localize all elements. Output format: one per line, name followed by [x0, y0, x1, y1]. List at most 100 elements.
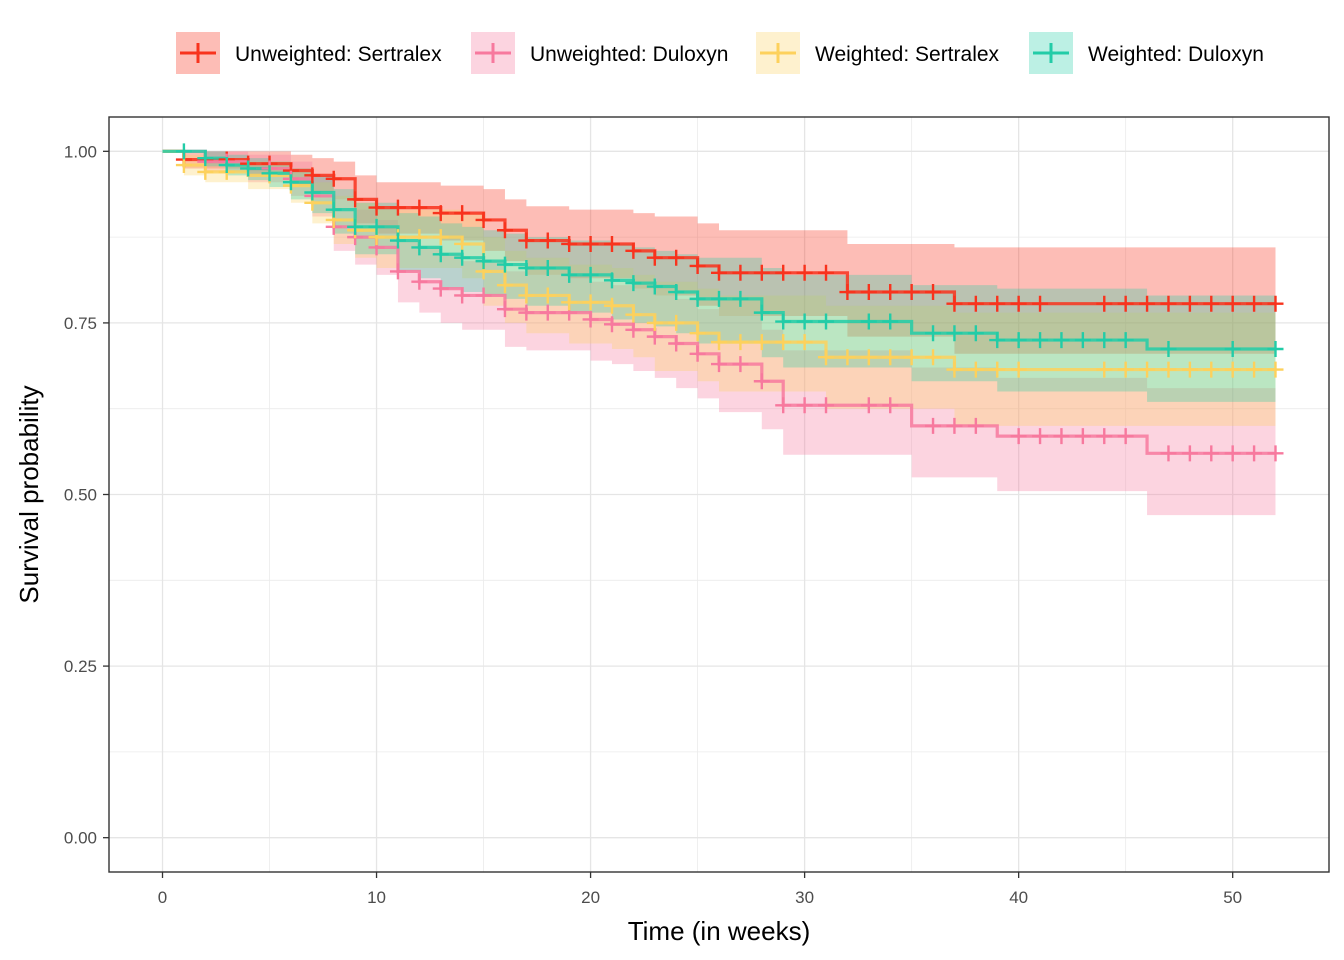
legend-key-symbol: [475, 43, 511, 63]
censor-mark: [1010, 428, 1027, 445]
censor-mark: [347, 218, 364, 235]
censor-mark: [946, 417, 963, 434]
censor-mark: [432, 280, 449, 297]
censor-mark: [882, 284, 899, 301]
censor-mark: [197, 150, 214, 167]
censor-mark: [1224, 361, 1241, 378]
censor-mark: [1117, 428, 1134, 445]
censor-mark: [732, 334, 749, 351]
censor-mark: [625, 242, 642, 259]
censor-mark: [839, 349, 856, 366]
censor-mark: [582, 266, 599, 283]
censor-mark: [646, 328, 663, 345]
censor-mark: [518, 287, 535, 304]
censor-mark: [753, 334, 770, 351]
censor-mark: [753, 373, 770, 390]
censor-mark: [368, 218, 385, 235]
x-tick-label: 20: [581, 888, 600, 907]
censor-mark: [796, 264, 813, 281]
censor-mark: [1203, 445, 1220, 462]
legend-key-symbol: [180, 43, 216, 63]
censor-mark: [1032, 295, 1049, 312]
x-tick-label: 50: [1223, 888, 1242, 907]
legend-label: Weighted: Sertralex: [815, 43, 1000, 66]
censor-mark: [411, 239, 428, 256]
censor-mark: [454, 205, 471, 222]
censor-mark: [1032, 332, 1049, 349]
censor-mark: [860, 397, 877, 414]
censor-mark: [518, 260, 535, 276]
censor-mark: [1246, 445, 1263, 462]
censor-mark: [689, 325, 706, 342]
censor-mark: [967, 325, 984, 342]
censor-mark: [1181, 295, 1198, 312]
censor-mark: [818, 264, 835, 281]
censor-mark: [304, 167, 321, 184]
censor-mark: [711, 290, 727, 307]
censor-mark: [304, 184, 321, 201]
censor-mark: [625, 275, 642, 292]
censor-mark: [1117, 295, 1134, 312]
censor-mark: [796, 334, 813, 351]
censor-mark: [796, 313, 813, 330]
censor-mark: [1160, 340, 1177, 357]
censor-mark: [411, 199, 428, 216]
censor-mark: [1096, 361, 1113, 378]
censor-mark: [668, 314, 685, 331]
censor-mark: [411, 273, 428, 290]
censor-mark: [1203, 295, 1220, 312]
x-tick-label: 10: [367, 888, 386, 907]
x-axis-title: Time (in weeks): [628, 916, 811, 946]
censor-mark: [689, 257, 706, 274]
legend-label: Unweighted: Duloxyn: [530, 43, 728, 66]
legend-key-symbol: [760, 43, 796, 63]
censor-mark: [518, 304, 535, 321]
legend-label: Unweighted: Sertralex: [235, 43, 442, 66]
censor-mark: [989, 361, 1006, 378]
censor-mark: [582, 294, 599, 311]
censor-mark: [946, 325, 963, 342]
censor-mark: [967, 295, 984, 312]
censor-mark: [818, 397, 835, 414]
censor-mark: [1010, 295, 1027, 312]
censor-mark: [454, 287, 471, 304]
censor-mark: [1032, 428, 1049, 445]
censor-mark: [1053, 332, 1070, 349]
censor-mark: [925, 349, 942, 366]
censor-marks: [175, 143, 1284, 462]
censor-mark: [946, 295, 963, 312]
censor-mark: [240, 160, 257, 177]
censor-mark: [711, 356, 727, 373]
x-tick-label: 30: [795, 888, 814, 907]
legend-item-4: Weighted: Duloxyn: [1029, 32, 1264, 74]
censor-mark: [454, 249, 471, 266]
censor-mark: [582, 235, 599, 252]
censor-mark: [475, 287, 492, 304]
censor-mark: [796, 397, 813, 414]
censor-mark: [625, 306, 642, 323]
censor-mark: [1246, 295, 1263, 312]
censor-mark: [839, 284, 856, 301]
censor-mark: [646, 278, 663, 295]
censor-mark: [1096, 428, 1113, 445]
censor-mark: [1267, 295, 1284, 312]
censor-mark: [175, 143, 192, 160]
censor-mark: [1053, 428, 1070, 445]
censor-mark: [389, 232, 406, 249]
censor-mark: [775, 313, 792, 330]
censor-mark: [282, 174, 299, 191]
minor-gridlines: [109, 117, 1329, 872]
axes: 0 10 20 30 40 50 0.00 0.25 0.50 0.75 1.00: [64, 142, 1242, 907]
y-tick-label: 0.50: [64, 486, 97, 505]
censor-mark: [1267, 361, 1284, 378]
censor-mark: [967, 361, 984, 378]
censor-mark: [347, 191, 364, 208]
censor-mark: [432, 229, 449, 246]
censor-mark: [1139, 361, 1156, 378]
censor-mark: [603, 316, 620, 333]
censor-mark: [668, 249, 685, 266]
censor-mark: [603, 235, 620, 252]
censor-mark: [389, 199, 406, 216]
censor-mark: [1224, 295, 1241, 312]
censor-mark: [1139, 295, 1156, 312]
